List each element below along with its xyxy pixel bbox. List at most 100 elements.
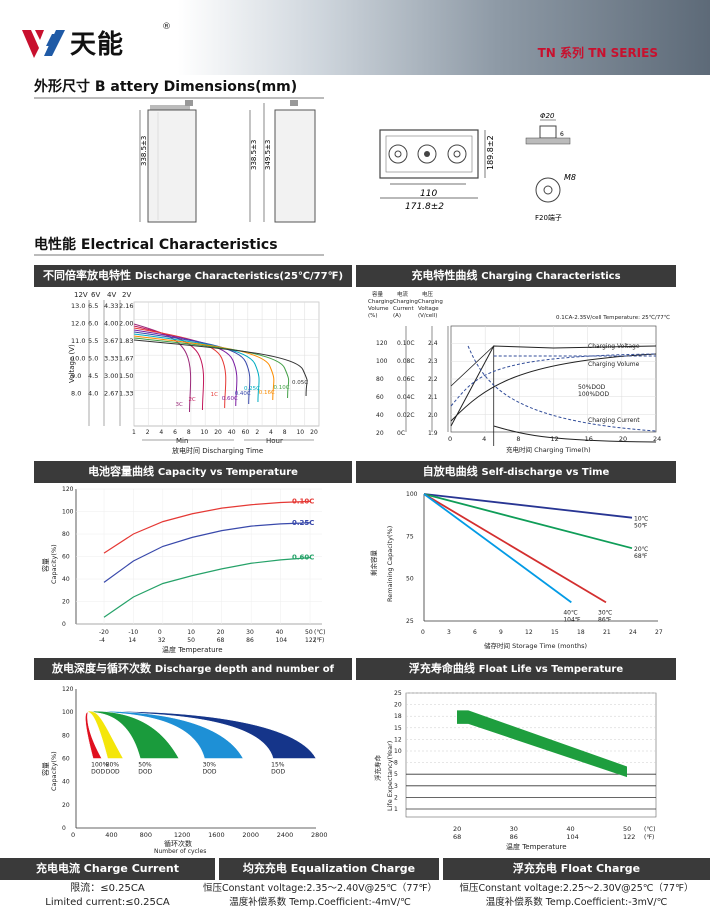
volt-tick: 6.0 [88,320,98,328]
side-height-a: 338.5±3 [140,136,148,166]
x-tick-f: 14 [128,637,136,644]
discharge-curve [133,323,192,413]
y-tick: 100 [406,491,418,498]
y-axis-label: Capacity(%) [50,544,58,584]
x-tick: 2 [146,429,150,436]
y-tick: 120 [62,486,74,493]
y-tick: 12 [394,736,402,743]
volt-tick: 4.00 [104,320,118,328]
voltage-tick: 1.9 [428,430,438,437]
x-axis-label: 温度 Temperature [506,842,567,851]
volume-tick: 60 [376,394,384,401]
y-tick: 100 [62,509,74,516]
x-tick: 0 [71,831,75,839]
discharge-curve-label: 2C [188,397,195,403]
x-tick: 27 [655,629,663,636]
dod-label: 15% [271,762,285,769]
capacity-curve-label: 0.60C [292,554,314,562]
selfdis-label: 10℃ [634,516,649,523]
selfdis-panel-header: 自放电曲线 Self-discharge vs Time [356,461,676,483]
y-tick: 20 [394,702,402,709]
x-tick: 24 [653,435,661,443]
brand-name: 天能 [70,30,125,60]
y-axis-label-cn: 容量 [41,762,50,776]
y-tick: 40 [62,576,70,583]
dod-label: 80% [106,762,120,769]
y-tick: 8 [394,760,398,767]
side-view: 338.5±3 349.5±3 [249,100,316,223]
selfdis-label: 40℃ [563,609,578,616]
volt-tick: 5.0 [88,355,98,363]
x-tick-c: -20 [99,629,109,636]
y-tick: 0 [62,621,66,628]
discharge-chart: 12V 6V 4V 2V 13.0 6.5 4.33 2.16 12.0 6.0 4.00 2.00 1… [68,291,320,455]
volt-tick: 10.0 [71,355,85,363]
volt-tick: 4.5 [88,372,98,380]
charging-current-curve [450,345,495,446]
charging-note: 0.1CA-2.35V/cell Temperature: 25℃/77℃ [556,314,670,321]
y-tick: 50 [406,576,414,583]
volt-tick: 3.00 [104,372,118,380]
y-tick: 0 [62,825,66,832]
capacity-curve-label: 0.10C [292,497,314,505]
charging-col-header: Charging [393,299,418,305]
charging-panel-header: 充电特性曲线 Charging Characteristics [356,265,676,287]
discharge-curve [133,331,251,405]
volt-header: 4V [107,291,116,299]
dod-label: 100% [91,762,108,769]
y-tick: 20 [62,599,70,606]
capacity-panel-header: 电池容量曲线 Capacity vs Temperature [34,461,352,483]
volt-tick: 2.00 [119,320,133,328]
x-axis-label-cn: 循环次数 [164,839,192,848]
x-tick-f: 104 [566,833,578,841]
x-tick-f: -4 [99,637,105,644]
charging-col-header: 电流 [397,290,409,298]
y-tick: 18 [394,713,402,720]
x-tick: 18 [577,629,585,636]
terminal-caption: F20端子 [535,213,562,222]
x-group-min: Min [176,437,188,445]
selfdis-line [423,493,633,519]
x-tick: 15 [551,629,559,636]
x-tick-c: 20 [453,825,461,833]
y-tick: 80 [62,732,70,739]
volume-tick: 100 [376,358,388,365]
terminal-bolt: M8 [564,173,576,182]
dod-label: DOD [138,769,152,776]
y-tick: 100 [62,709,74,716]
dod-label: 30% [203,762,217,769]
x-tick-f: 68 [217,637,225,644]
selfdis-label: 20℃ [634,546,649,553]
volt-header: 6V [91,291,100,299]
y-axis-label: Capacity(%) [50,751,58,791]
cycles-panel-header: 放电深度与循环次数 Discharge depth and number of … [34,658,352,698]
discharge-panel-header: 不同倍率放电特性 Discharge Characteristics(25℃/7… [34,265,352,287]
discharge-curve-label: 0.16C [259,390,275,396]
y-axis-label-cn: 浮充寿命 [373,755,382,782]
volt-tick: 1.50 [119,372,133,380]
x-tick-c: 40 [276,629,284,636]
voltage-tick: 2.2 [428,376,438,383]
charging-current-decay [493,425,657,443]
voltage-tick: 2.1 [428,394,438,401]
charging-col-header: Charging [418,299,443,305]
y-axis-label: Life Expectancy(Year) [386,741,394,811]
x-tick-f: 32 [158,637,166,644]
y-tick: 25 [406,618,414,625]
x-tick: 8 [187,429,191,436]
side-height-b: 338.5±3 [250,140,258,170]
x-tick: 10 [296,429,304,436]
charging-curve-label: Charging Voltage [588,343,640,350]
y-axis-label: Remaining Capacity(%) [386,526,394,602]
x-axis-label: 充电时间 Charging Time(h) [506,445,591,454]
volt-header: 2V [122,291,131,299]
front-view: 338.5±3 [139,100,197,223]
y-tick: 40 [62,779,70,786]
discharge-curve-label: 0.40C [235,391,251,397]
y-tick: 60 [62,756,70,763]
y-tick: 75 [406,533,414,540]
charging-col-header: Charging [368,299,393,305]
x-tick-f: 104 [276,637,288,644]
discharge-curve [133,335,275,401]
volume-tick: 20 [376,430,384,437]
